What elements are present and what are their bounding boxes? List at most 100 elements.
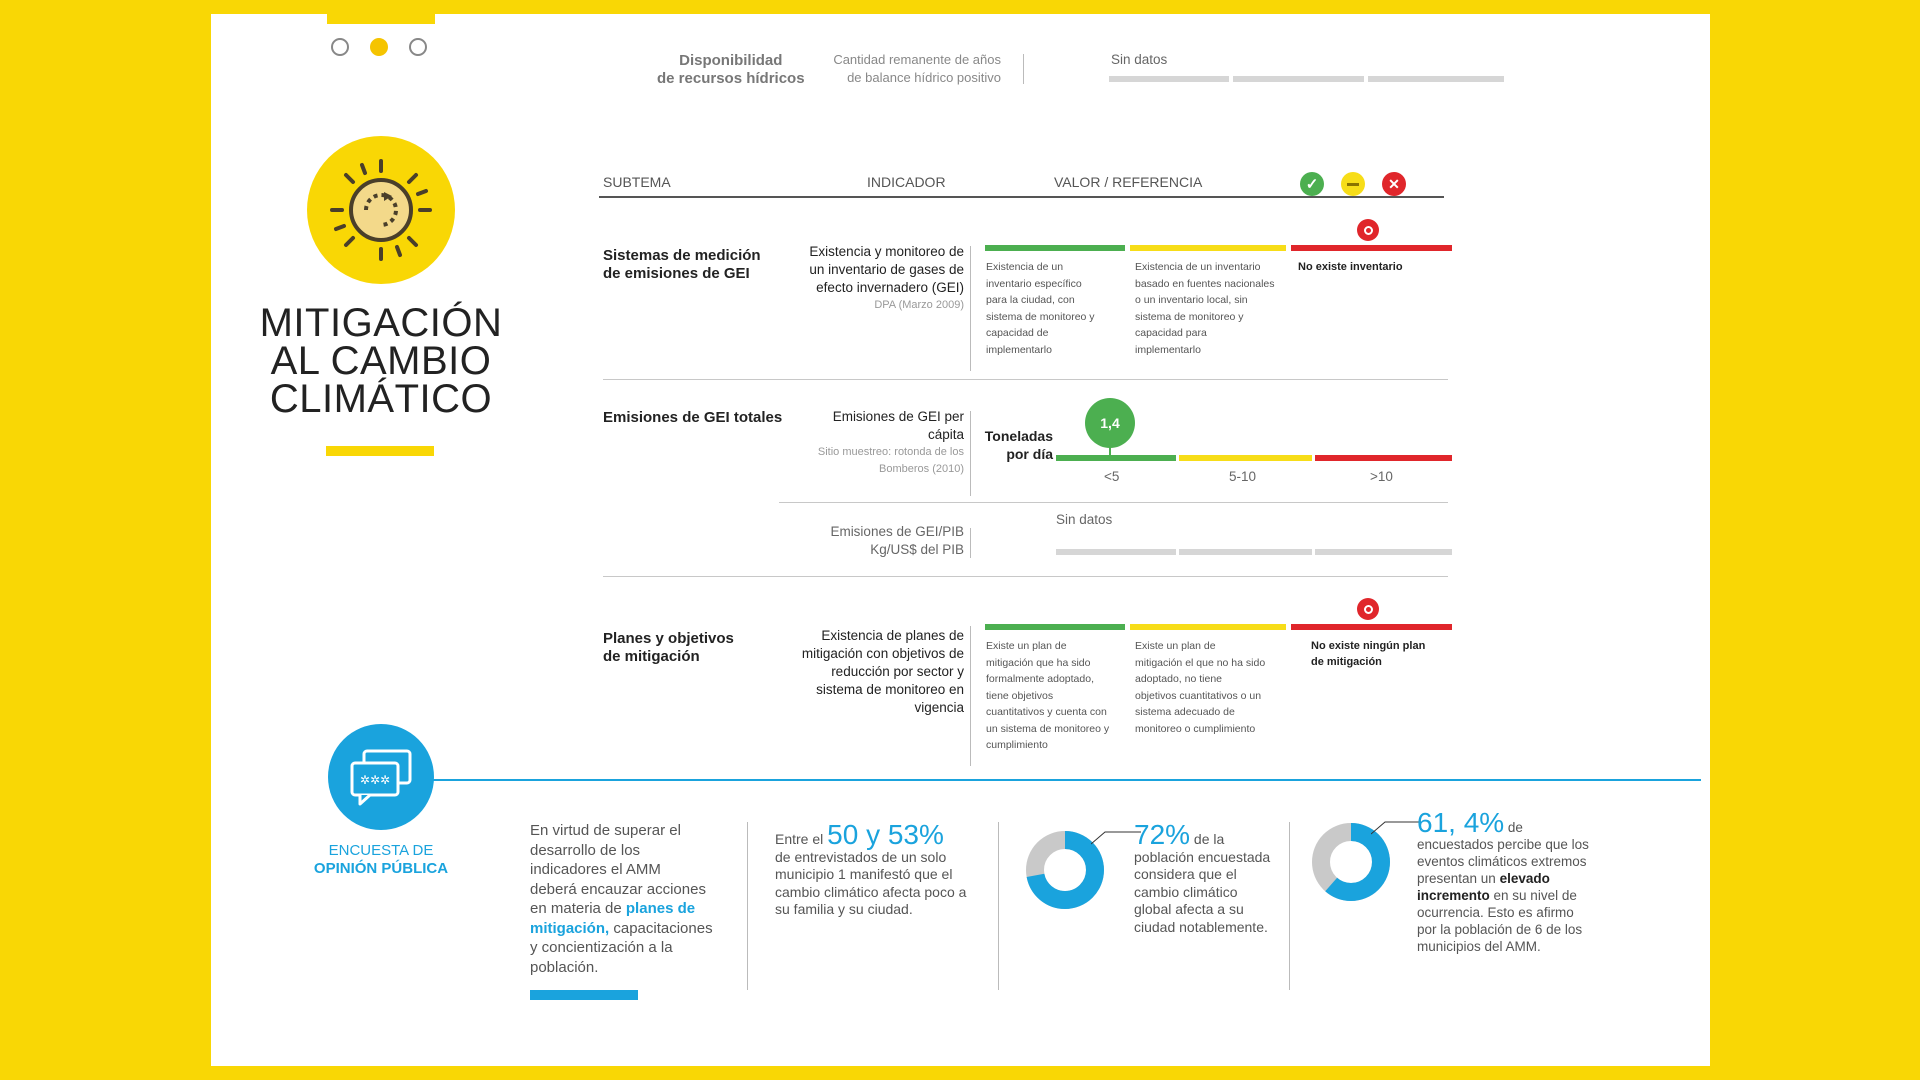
intro-line: en materia de planes de bbox=[530, 899, 730, 919]
row1-yellow-bar bbox=[1130, 245, 1286, 251]
divider bbox=[1023, 54, 1024, 84]
survey-divider bbox=[1289, 822, 1290, 990]
row4-yellow-line: mitigación el que no ha sido bbox=[1135, 656, 1266, 669]
row4-green-bar bbox=[985, 624, 1125, 630]
row4-green-line: cuantitativos y cuenta con bbox=[986, 706, 1107, 718]
stat3-line: eventos climáticos extremos bbox=[1417, 854, 1587, 869]
row1-subtema-line1: Sistemas de medición bbox=[603, 247, 761, 264]
row2-scale-high: >10 bbox=[1370, 469, 1393, 484]
title-underline bbox=[326, 446, 434, 456]
cross-icon: ✕ bbox=[1382, 172, 1406, 196]
row3-divider bbox=[970, 528, 971, 558]
intro-highlight: mitigación, bbox=[530, 919, 610, 937]
row4-indicator-line3: reducción por sector y bbox=[831, 664, 964, 679]
row2-subtema: Emisiones de GEI totales bbox=[603, 409, 783, 426]
intro-text: en materia de bbox=[530, 900, 626, 917]
stat2-donut-share bbox=[1026, 831, 1104, 909]
stat3-text: presentan un bbox=[1417, 871, 1500, 886]
row4-green-line: mitigación que ha sido bbox=[986, 656, 1091, 669]
row4-location-marker-icon bbox=[1357, 598, 1379, 620]
header-rule bbox=[599, 196, 1444, 198]
row4-subtema: Planes y objetivos de mitigación bbox=[603, 630, 734, 666]
header-subtema: SUBTEMA bbox=[603, 174, 671, 190]
row2-indicator: Emisiones de GEI per cápita Sitio muestr… bbox=[771, 408, 964, 478]
no-data-bar-3 bbox=[1368, 76, 1504, 82]
row4-subtema-line2: de mitigación bbox=[603, 648, 700, 665]
intro-line: población. bbox=[530, 958, 599, 976]
stat2-line: cambio climático bbox=[1134, 883, 1238, 900]
row4-indicator-line1: Existencia de planes de bbox=[821, 628, 964, 643]
stat3-percent: 61, 4% bbox=[1417, 807, 1505, 838]
section-title: MITIGACIÓN AL CAMBIO CLIMÁTICO bbox=[231, 303, 531, 421]
row2-unit-line2: por día bbox=[1006, 446, 1053, 462]
page-dot-3[interactable] bbox=[409, 38, 427, 56]
row4-indicator-line2: mitigación con objetivos de bbox=[801, 646, 964, 661]
stat3-line: presentan un elevado bbox=[1417, 870, 1597, 887]
water-indicator-label: Cantidad remanente de años de balance hí… bbox=[801, 51, 1001, 87]
row3-no-data: Sin datos bbox=[1056, 512, 1113, 527]
row3-indicator-line2: Kg/US$ del PIB bbox=[870, 542, 964, 557]
row2-indicator-line2: cápita bbox=[927, 427, 964, 442]
stat1-line: su familia y su ciudad. bbox=[775, 901, 913, 917]
row4-indicator-line4: sistema de monitoreo en bbox=[816, 682, 964, 697]
row4-yellow-text: Existe un plan de mitigación el que no h… bbox=[1135, 638, 1291, 737]
row3-indicator-line1: Emisiones de GEI/PIB bbox=[830, 524, 964, 539]
row1-yellow-line: o un inventario local, sin bbox=[1135, 294, 1248, 306]
page-dot-1[interactable] bbox=[331, 38, 349, 56]
row1-location-marker-icon bbox=[1357, 219, 1379, 241]
stat2-line: ciudad notablemente. bbox=[1134, 918, 1268, 935]
stat2: 72% de la población encuestada considera… bbox=[1134, 821, 1284, 936]
no-data-bar-1 bbox=[1109, 76, 1229, 82]
row3-grey-bar-2 bbox=[1179, 549, 1312, 555]
intro-line: y concientización a la bbox=[530, 939, 673, 956]
row1-green-line: sistema de monitoreo y bbox=[986, 310, 1095, 323]
row2-green-bar bbox=[1056, 455, 1176, 461]
row-separator bbox=[603, 379, 1448, 380]
intro-line: deberá encauzar acciones bbox=[530, 880, 706, 898]
svg-text:✲✲✲: ✲✲✲ bbox=[360, 773, 390, 787]
row4-green-line: formalmente adoptado, bbox=[986, 673, 1094, 685]
stat3-donut-share bbox=[1312, 823, 1390, 901]
no-data-bar-2 bbox=[1233, 76, 1364, 82]
row1-indicator: Existencia y monitoreo de un inventario … bbox=[771, 243, 964, 314]
stat2-percent: 72% bbox=[1134, 819, 1191, 850]
row1-green-line: inventario específico bbox=[986, 277, 1082, 290]
intro-line: indicadores el AMM bbox=[530, 861, 661, 878]
survey-label: ENCUESTA DE OPINIÓN PÚBLICA bbox=[271, 842, 491, 878]
row1-green-line: capacidad de bbox=[986, 327, 1049, 339]
water-no-data: Sin datos bbox=[1111, 52, 1168, 67]
water-label-line2: de recursos hídricos bbox=[657, 70, 805, 87]
survey-divider bbox=[747, 822, 748, 990]
title-line3: CLIMÁTICO bbox=[269, 377, 493, 421]
stat3-bold: elevado bbox=[1499, 871, 1550, 886]
row1-indicator-line3: efecto invernadero (GEI) bbox=[816, 280, 964, 295]
row2-source-line2: Bomberos (2010) bbox=[879, 463, 964, 475]
row2-red-bar bbox=[1315, 455, 1452, 461]
row2-divider bbox=[970, 411, 971, 496]
stat1-percent: 50 y 53% bbox=[827, 819, 944, 850]
stat2-leader-line bbox=[1091, 831, 1141, 845]
stat3-headline: 61, 4% de bbox=[1417, 809, 1597, 837]
survey-intro: En virtud de superar el desarrollo de lo… bbox=[530, 821, 730, 977]
check-icon: ✓ bbox=[1300, 172, 1324, 196]
row1-green-bar bbox=[985, 245, 1125, 251]
row1-red-text: No existe inventario bbox=[1298, 261, 1403, 273]
row1-subtema: Sistemas de medición de emisiones de GEI bbox=[603, 247, 761, 283]
minus-icon bbox=[1341, 172, 1365, 196]
row1-indicator-line1: Existencia y monitoreo de bbox=[809, 244, 964, 259]
water-indicator-line2: de balance hídrico positivo bbox=[847, 70, 1001, 85]
stat3-leader-line bbox=[1371, 821, 1421, 835]
climate-sun-icon bbox=[307, 136, 455, 284]
row4-yellow-line: monitoreo o cumplimiento bbox=[1135, 722, 1256, 735]
row1-yellow-line: capacidad para bbox=[1135, 327, 1207, 339]
row1-green-line: implementarlo bbox=[986, 343, 1052, 356]
row1-subtema-line2: de emisiones de GEI bbox=[603, 265, 750, 282]
stat1-line: municipio 1 manifestó que el bbox=[775, 866, 953, 882]
infographic-card: Disponibilidad de recursos hídricos Cant… bbox=[211, 14, 1710, 1066]
intro-highlight: planes de bbox=[625, 900, 696, 917]
stat3-line: encuestados percibe que los bbox=[1417, 837, 1589, 852]
intro-line: En virtud de superar el bbox=[530, 822, 681, 839]
page-dot-2[interactable] bbox=[370, 38, 388, 56]
row2-yellow-bar bbox=[1179, 455, 1312, 461]
row2-value-pointer bbox=[1109, 446, 1111, 460]
